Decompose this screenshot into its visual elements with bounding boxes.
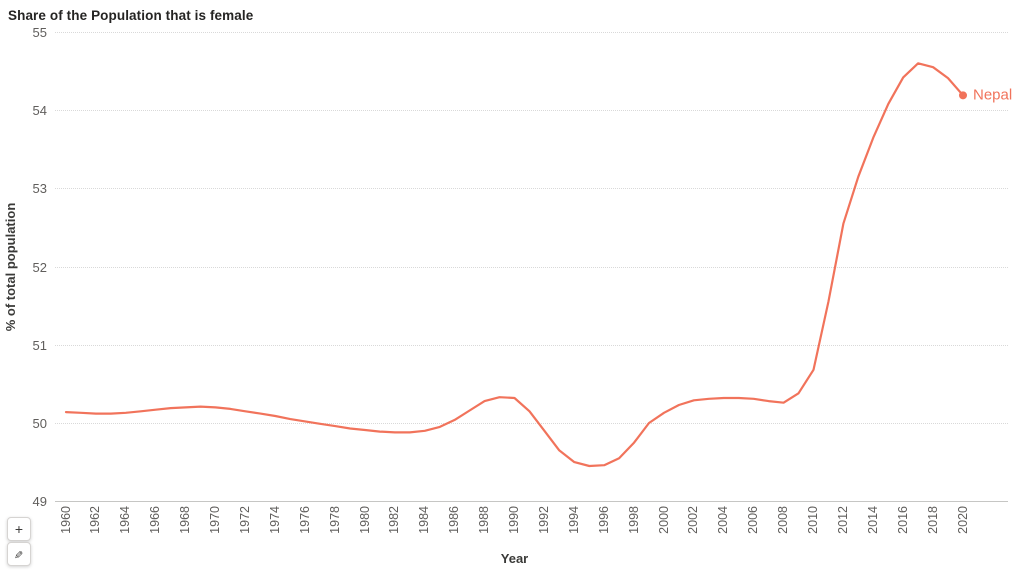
y-tick-label: 53 xyxy=(32,181,47,197)
y-tick-label: 55 xyxy=(32,25,47,40)
x-axis-line xyxy=(55,501,1008,503)
y-tick-label: 54 xyxy=(32,103,47,119)
x-axis-title: Year xyxy=(500,551,529,566)
plus-icon: + xyxy=(14,521,24,537)
pencil-icon: ✎ xyxy=(14,550,24,562)
add-button[interactable]: + xyxy=(7,517,31,541)
series-end-dot[interactable] xyxy=(959,91,967,100)
trend-line-nepal[interactable] xyxy=(64,62,965,468)
edit-button[interactable]: ✎ xyxy=(7,542,31,566)
y-tick-label: 49 xyxy=(32,494,47,510)
gridline xyxy=(55,423,1008,424)
y-tick-label: 50 xyxy=(32,416,47,431)
y-tick-label: 52 xyxy=(32,259,47,275)
gridline xyxy=(55,266,1008,268)
series-label-nepal: Nepal xyxy=(973,86,1013,104)
gridline xyxy=(55,110,1008,112)
gridline xyxy=(55,188,1008,190)
y-tick-label: 51 xyxy=(32,337,47,353)
gridline xyxy=(55,32,1008,33)
chart-toolbar: + ✎ xyxy=(7,517,31,566)
chart-title: Share of the Population that is female xyxy=(8,8,254,23)
gridline xyxy=(55,344,1008,346)
